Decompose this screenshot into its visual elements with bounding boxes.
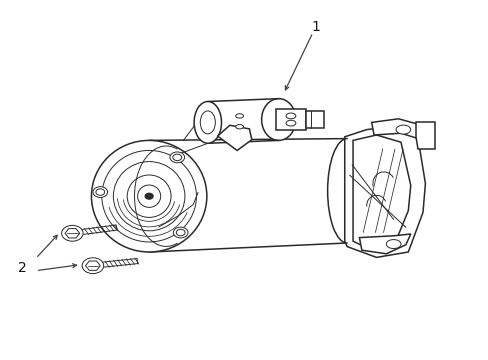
Polygon shape [415, 122, 434, 149]
Circle shape [82, 258, 103, 274]
Ellipse shape [91, 140, 206, 252]
Ellipse shape [194, 102, 221, 143]
Ellipse shape [261, 99, 295, 140]
Ellipse shape [93, 187, 107, 198]
Circle shape [61, 225, 83, 241]
Ellipse shape [285, 120, 295, 126]
Ellipse shape [96, 189, 104, 195]
Ellipse shape [173, 227, 187, 238]
Ellipse shape [113, 162, 184, 231]
Ellipse shape [235, 125, 243, 129]
Polygon shape [217, 125, 251, 150]
Polygon shape [359, 234, 410, 254]
Ellipse shape [173, 154, 182, 161]
Ellipse shape [200, 111, 215, 134]
Ellipse shape [176, 229, 184, 236]
Polygon shape [371, 119, 417, 139]
Ellipse shape [327, 139, 366, 243]
Polygon shape [276, 109, 305, 130]
Ellipse shape [102, 150, 196, 242]
Circle shape [145, 193, 153, 199]
Polygon shape [85, 261, 100, 270]
Polygon shape [305, 111, 324, 128]
Ellipse shape [386, 240, 400, 248]
Ellipse shape [170, 152, 184, 163]
Polygon shape [65, 229, 80, 238]
Text: 1: 1 [310, 20, 319, 34]
Polygon shape [344, 126, 425, 257]
Text: 2: 2 [18, 261, 26, 275]
Ellipse shape [137, 185, 161, 207]
Ellipse shape [235, 114, 243, 118]
Ellipse shape [285, 113, 295, 119]
Polygon shape [352, 135, 410, 250]
Ellipse shape [395, 125, 410, 134]
Ellipse shape [127, 175, 171, 217]
